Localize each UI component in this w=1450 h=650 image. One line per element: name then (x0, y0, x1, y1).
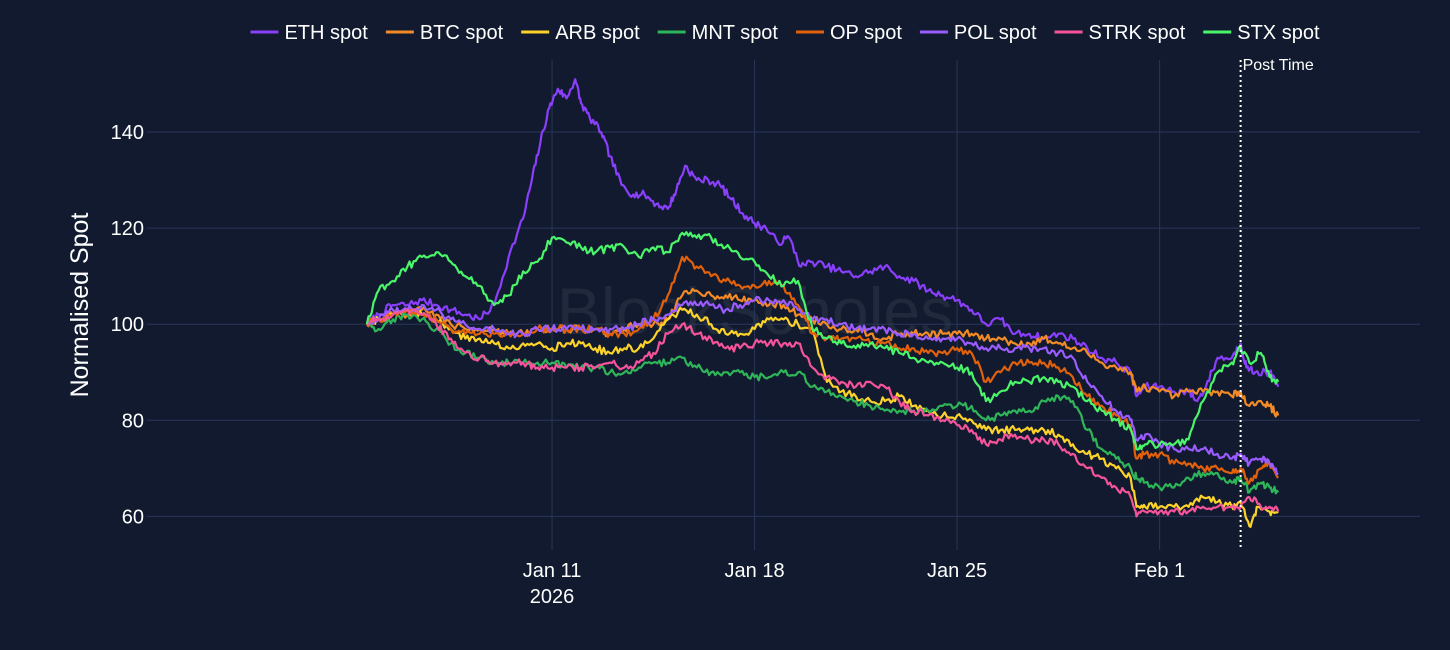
y-tick-label: 120 (111, 218, 144, 240)
legend-label: POL spot (954, 22, 1037, 44)
y-gridlines (147, 131, 1420, 517)
y-tick-label: 80 (122, 410, 144, 432)
legend-item[interactable]: ETH spot (250, 22, 368, 44)
legend-item[interactable]: STX spot (1203, 22, 1320, 44)
y-tick-label: 100 (111, 314, 144, 336)
legend-item[interactable]: OP spot (796, 22, 902, 44)
legend-label: ETH spot (284, 22, 368, 44)
x-tick-label: Jan 25 (927, 560, 987, 582)
series-line-eth-spot (366, 78, 1280, 403)
series-line-strk-spot (366, 308, 1280, 518)
series-line-arb-spot (366, 306, 1279, 528)
series-lines (365, 78, 1280, 528)
legend-item[interactable]: BTC spot (385, 22, 504, 44)
legend-item[interactable]: MNT spot (657, 22, 779, 44)
legend-item[interactable]: ARB spot (521, 22, 640, 44)
legend-item[interactable]: STRK spot (1054, 22, 1186, 44)
legend-label: OP spot (830, 22, 902, 44)
legend-label: STRK spot (1089, 22, 1186, 44)
post-time-label: Post Time (1243, 57, 1314, 74)
y-axis-title: Normalised Spot (66, 213, 94, 398)
annotations: Post Time (1239, 57, 1314, 550)
legend: ETH spot BTC spot ARB spot MNT spot OP spot P… (250, 22, 1320, 44)
legend-item[interactable]: POL spot (919, 22, 1037, 44)
x-tick-label: Jan 11 (523, 560, 582, 582)
series-line-pol-spot (366, 296, 1279, 476)
x-gridlines (551, 60, 1161, 550)
y-tick-label: 60 (122, 506, 144, 528)
x-tick-sublabel: 2026 (530, 586, 575, 608)
legend-label: STX spot (1237, 22, 1320, 44)
x-tick-label: Feb 1 (1134, 560, 1185, 582)
series-line-stx-spot (365, 231, 1280, 451)
y-tick-label: 140 (111, 122, 144, 144)
x-tick-label: Jan 18 (725, 560, 785, 582)
y-tick-labels: 60 80 100 120 140 (111, 122, 144, 528)
legend-label: BTC spot (420, 22, 504, 44)
legend-label: MNT spot (692, 22, 779, 44)
x-tick-labels: Jan 11 2026 Jan 18 Jan 25 Feb 1 (523, 560, 1185, 608)
legend-label: ARB spot (555, 22, 640, 44)
